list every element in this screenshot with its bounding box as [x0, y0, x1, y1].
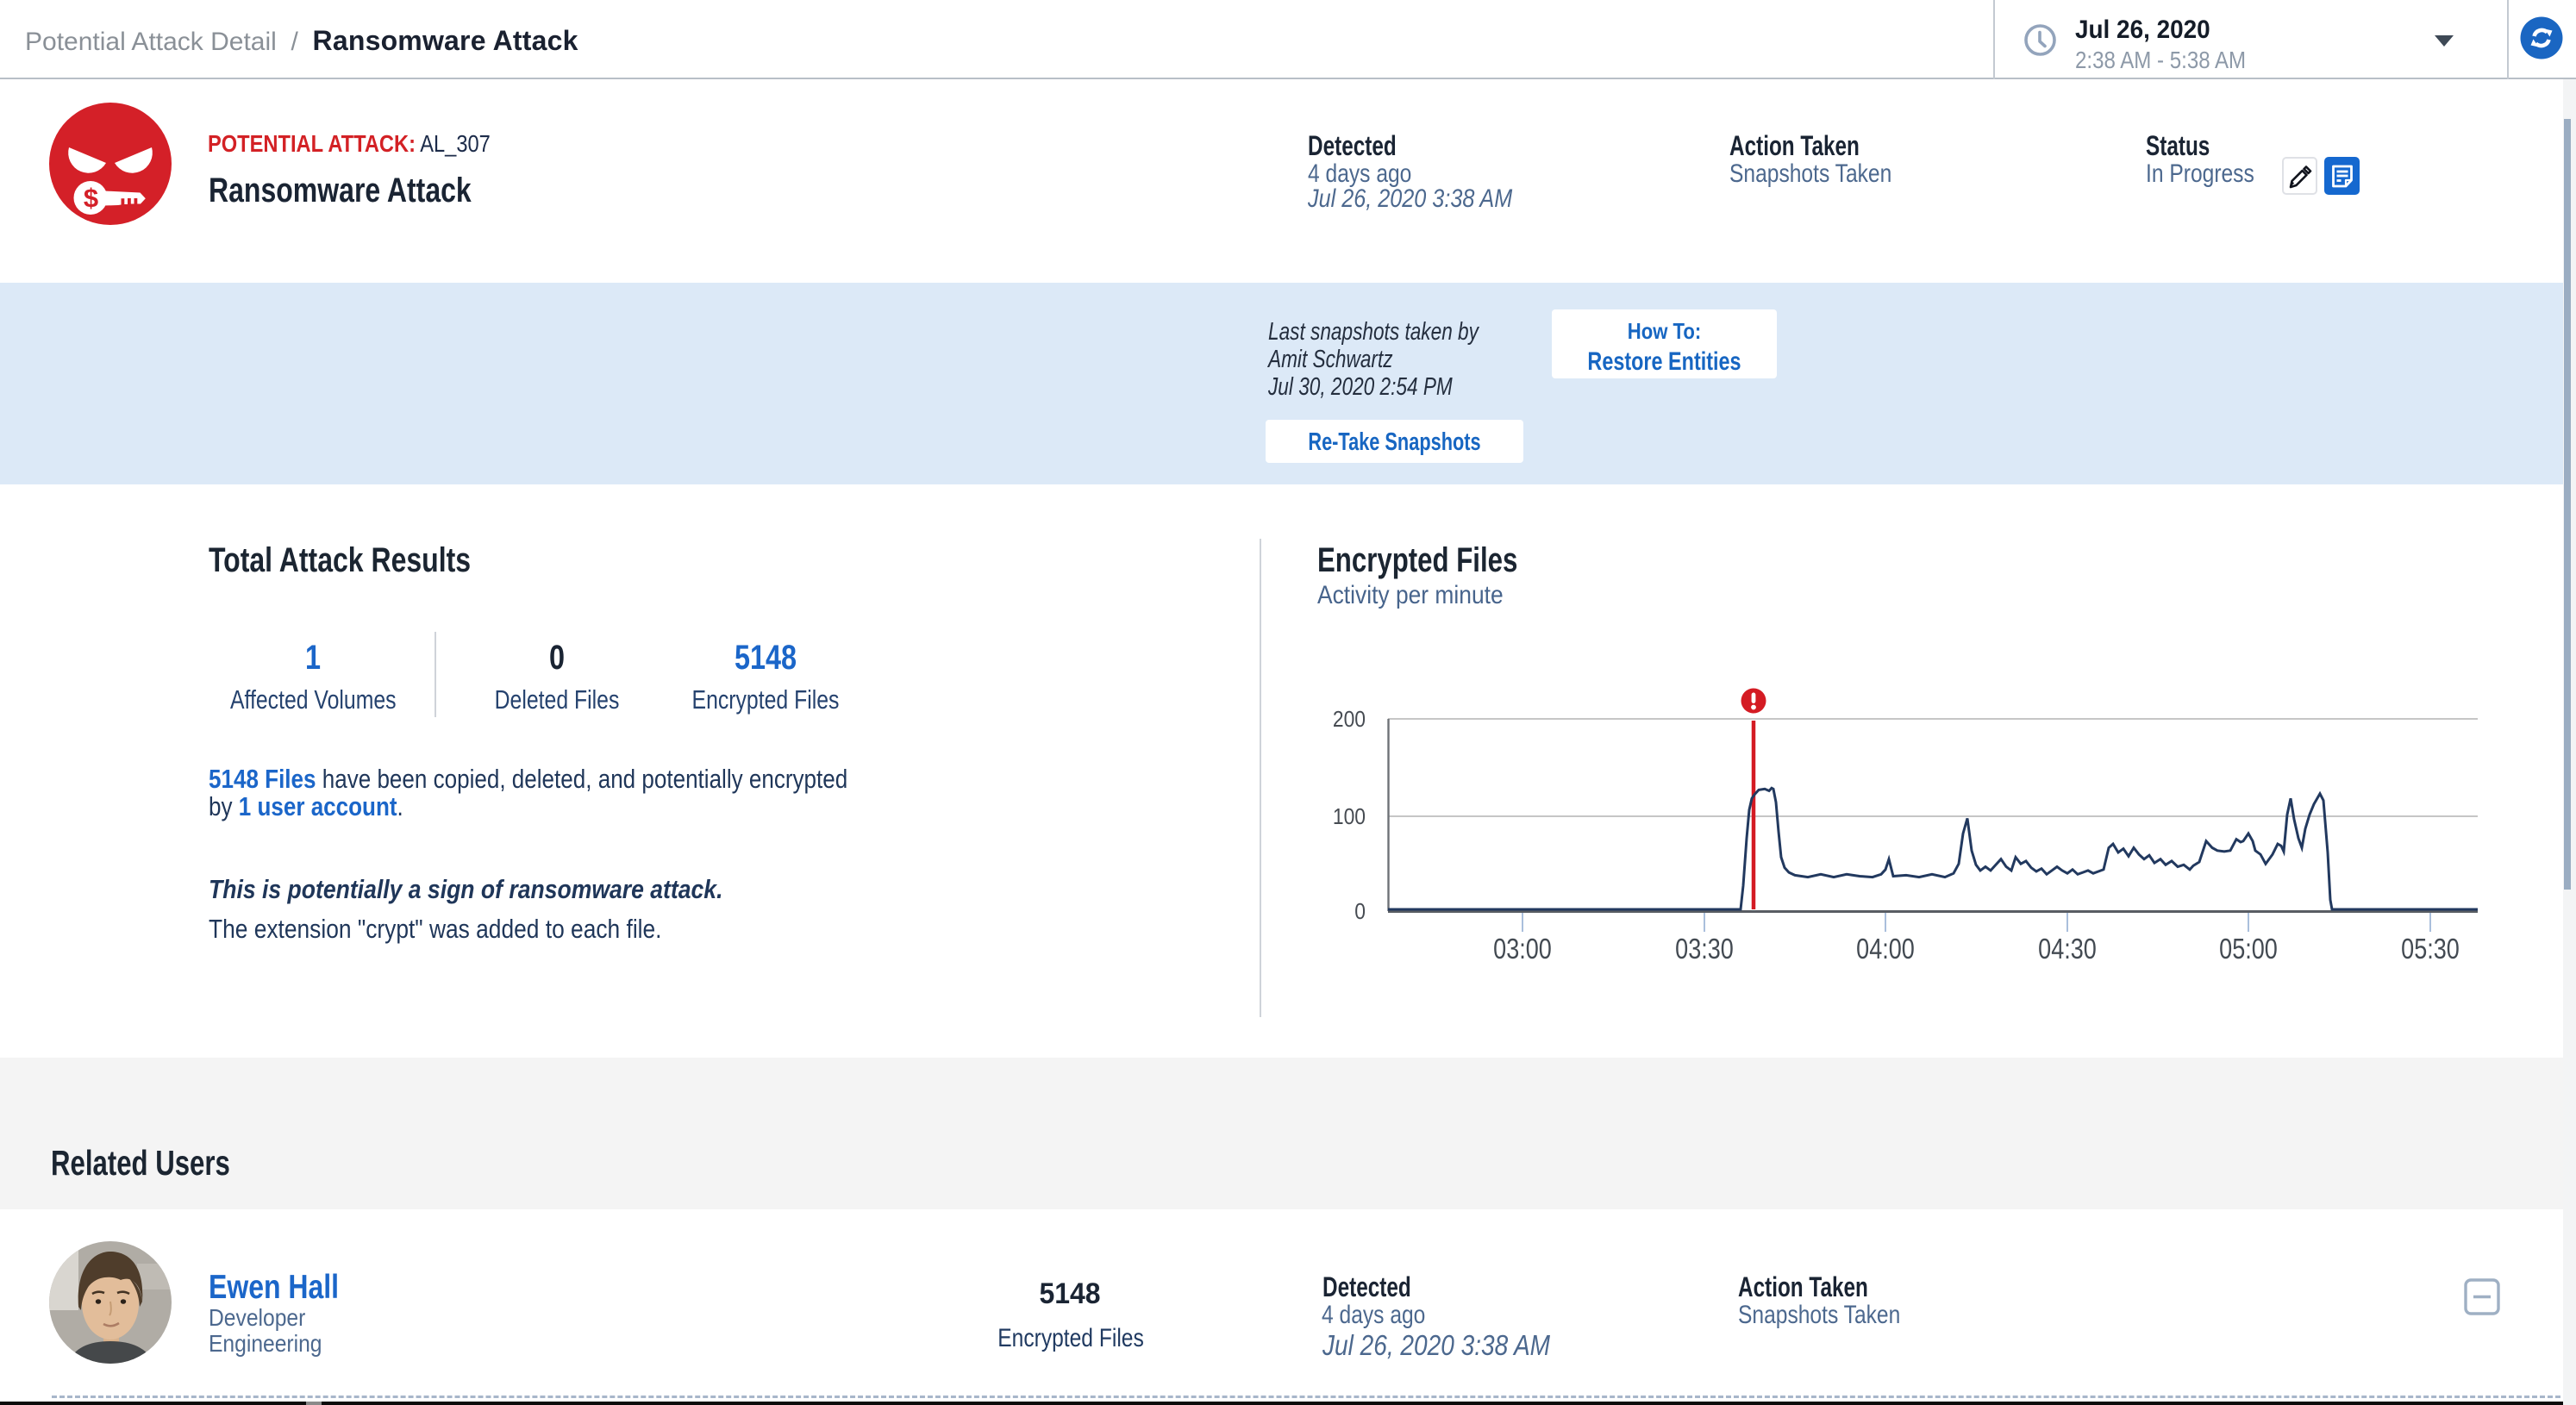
svg-text:100: 100 [1333, 805, 1366, 830]
svg-text:05:00: 05:00 [2219, 934, 2278, 965]
svg-text:$: $ [84, 183, 98, 213]
svg-text:200: 200 [1333, 708, 1366, 733]
svg-text:0: 0 [1354, 900, 1366, 925]
svg-text:03:00: 03:00 [1493, 934, 1552, 965]
svg-text:05:30: 05:30 [2401, 934, 2460, 965]
svg-text:04:30: 04:30 [2038, 934, 2097, 965]
svg-text:03:30: 03:30 [1675, 934, 1734, 965]
svg-text:04:00: 04:00 [1856, 934, 1915, 965]
